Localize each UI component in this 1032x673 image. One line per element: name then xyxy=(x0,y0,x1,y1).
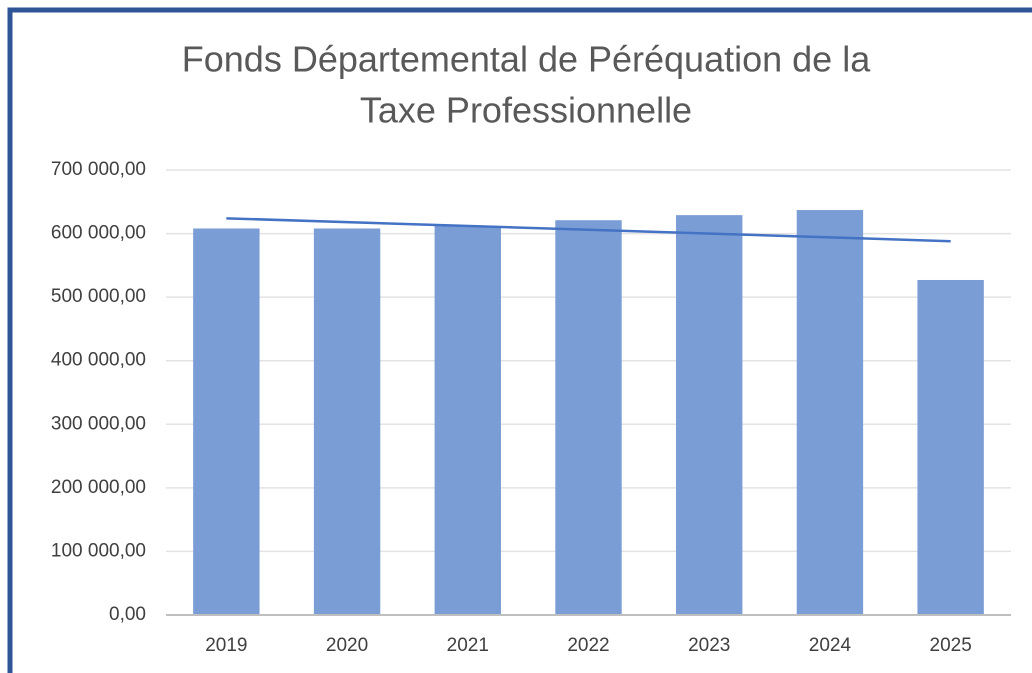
bar xyxy=(434,225,501,615)
y-tick-label: 700 000,00 xyxy=(51,159,146,180)
bar xyxy=(676,215,743,615)
y-tick-label: 500 000,00 xyxy=(51,286,146,307)
y-tick-label: 200 000,00 xyxy=(51,477,146,498)
bar xyxy=(555,220,622,615)
trendline xyxy=(226,217,951,243)
bar xyxy=(796,210,864,616)
x-tick-label: 2024 xyxy=(809,635,852,656)
x-tick-label: 2021 xyxy=(447,635,489,656)
x-tick-label: 2022 xyxy=(567,635,609,656)
y-tick-label: 100 000,00 xyxy=(51,540,146,561)
x-tick-label: 2019 xyxy=(205,635,247,656)
x-tick-label: 2023 xyxy=(688,635,730,656)
bar xyxy=(193,228,260,615)
y-tick-label: 0,00 xyxy=(109,604,146,625)
bar xyxy=(313,228,381,615)
y-tick-label: 400 000,00 xyxy=(51,350,146,371)
chart-title: Taxe Professionnelle xyxy=(360,90,692,131)
y-tick-label: 300 000,00 xyxy=(51,413,146,434)
frame xyxy=(7,7,1032,673)
chart-title: Fonds Départemental de Péréquation de la xyxy=(182,39,871,80)
y-tick-label: 600 000,00 xyxy=(51,223,146,244)
bar xyxy=(917,279,984,615)
x-tick-label: 2020 xyxy=(326,635,368,656)
x-tick-label: 2025 xyxy=(930,635,972,656)
